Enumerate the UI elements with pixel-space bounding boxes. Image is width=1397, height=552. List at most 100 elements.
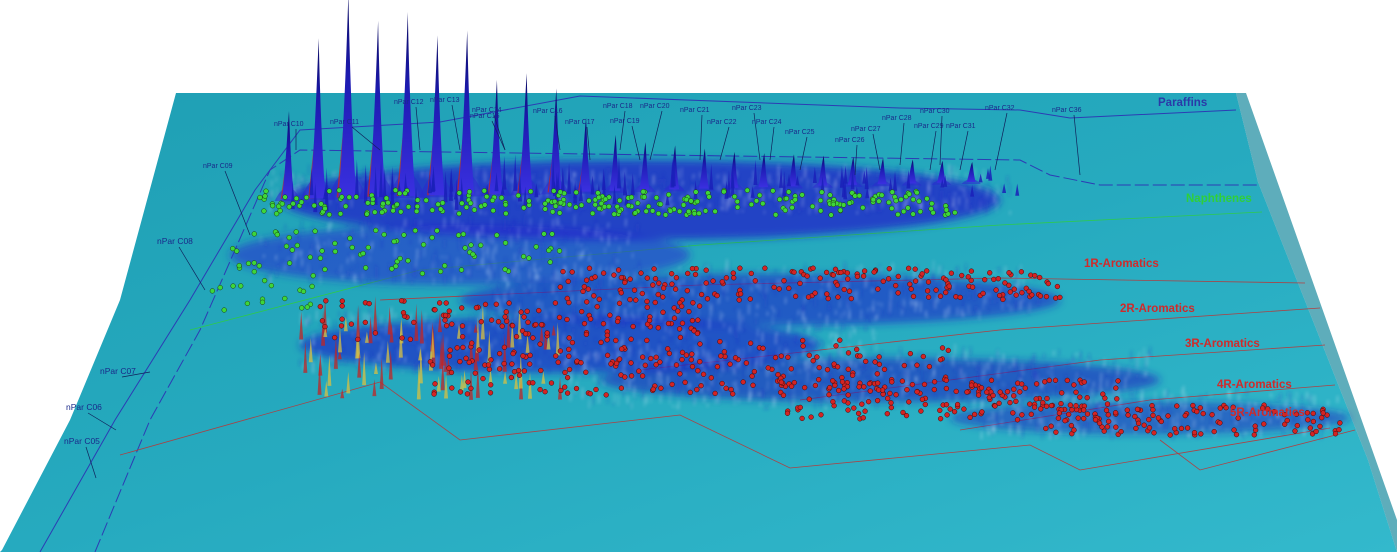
aromatic-marker bbox=[743, 360, 750, 366]
naphthene-marker bbox=[419, 270, 426, 277]
aromatic-marker bbox=[980, 290, 986, 297]
label-npar-c19: nPar C19 bbox=[610, 118, 641, 161]
aromatic-marker bbox=[993, 287, 999, 293]
aromatic-marker bbox=[618, 274, 625, 281]
aromatic-marker bbox=[496, 366, 503, 372]
region-labels: Paraffins Naphthenes 1R-Aromatics 2R-Aro… bbox=[1084, 97, 1305, 419]
naphthene-marker bbox=[251, 269, 257, 275]
aromatic-marker bbox=[657, 359, 663, 365]
label-leader bbox=[939, 115, 943, 166]
aromatic-marker bbox=[583, 277, 590, 283]
aromatic-spike bbox=[546, 332, 551, 350]
aromatic-marker bbox=[885, 395, 891, 402]
aromatic-marker bbox=[926, 363, 933, 370]
aromatic-marker bbox=[464, 391, 471, 397]
naphthene-marker bbox=[860, 205, 866, 211]
aromatic-marker bbox=[914, 389, 920, 395]
naphthene-marker bbox=[616, 208, 623, 214]
aromatic-marker bbox=[904, 387, 910, 393]
aromatic-marker bbox=[1017, 389, 1023, 395]
aromatic-marker bbox=[943, 402, 950, 408]
aromatic-marker bbox=[594, 304, 600, 310]
aromatic-marker bbox=[830, 378, 836, 384]
aromatic-marker bbox=[1092, 417, 1099, 423]
aromatic-marker bbox=[513, 333, 520, 340]
aromatic-marker bbox=[1071, 382, 1077, 388]
aromatic-marker bbox=[1084, 395, 1090, 401]
label-leader bbox=[451, 104, 461, 151]
aromatic-marker bbox=[506, 300, 512, 306]
aromatic-marker bbox=[566, 299, 572, 306]
label-leader bbox=[799, 136, 808, 171]
aromatic-marker bbox=[968, 382, 975, 388]
label-leader bbox=[178, 246, 206, 291]
naphthene-marker bbox=[696, 210, 702, 217]
aromatic-marker bbox=[656, 280, 662, 286]
minor-peak bbox=[560, 167, 565, 193]
aromatic-marker bbox=[446, 353, 453, 359]
naphthene-marker bbox=[886, 199, 892, 206]
aromatic-spike bbox=[551, 324, 556, 336]
label-text: nPar C13 bbox=[430, 97, 460, 104]
peak-spike bbox=[458, 30, 475, 195]
aromatic-marker bbox=[689, 317, 696, 324]
naphthene-marker bbox=[694, 198, 700, 205]
aromatic-marker bbox=[671, 305, 677, 311]
aromatic-marker bbox=[1230, 404, 1236, 410]
minor-peak bbox=[970, 184, 975, 197]
naphthene-marker bbox=[906, 191, 912, 197]
aromatic-marker bbox=[696, 303, 703, 309]
aromatic-marker bbox=[861, 384, 867, 390]
aromatic-spike bbox=[337, 327, 342, 353]
aromatic-marker bbox=[1073, 403, 1079, 409]
naphthene-marker bbox=[494, 232, 500, 238]
naphthene-marker bbox=[680, 202, 687, 208]
aromatic-marker bbox=[616, 300, 623, 306]
aromatic-marker bbox=[398, 298, 405, 304]
aromatic-marker bbox=[548, 380, 555, 386]
aromatic-marker bbox=[710, 278, 716, 284]
label-npar-c27: nPar C27 bbox=[851, 126, 881, 171]
naphthene-marker bbox=[688, 198, 694, 204]
aromatic-marker bbox=[925, 279, 932, 285]
aromatic-marker bbox=[615, 267, 622, 273]
naphthene-marker bbox=[641, 194, 647, 200]
aromatic-marker bbox=[493, 301, 499, 307]
aromatic-marker bbox=[836, 387, 842, 394]
aromatic-spike bbox=[469, 369, 474, 400]
naphthene-marker bbox=[837, 207, 844, 213]
aromatic-marker bbox=[723, 385, 729, 391]
peak-spike bbox=[548, 88, 562, 193]
aromatic-marker bbox=[1310, 418, 1317, 425]
aromatic-spike bbox=[488, 368, 493, 385]
naphthene-marker bbox=[889, 205, 895, 212]
region-label-2r-aromatics: 2R-Aromatics bbox=[1120, 303, 1195, 315]
aromatic-spike bbox=[469, 338, 474, 361]
aromatic-marker bbox=[442, 312, 449, 318]
aromatic-marker bbox=[1002, 280, 1008, 286]
aromatic-marker bbox=[655, 325, 661, 331]
aromatic-marker bbox=[861, 268, 868, 274]
minor-peak bbox=[893, 171, 898, 191]
aromatic-marker bbox=[947, 406, 953, 412]
aromatic-marker bbox=[671, 315, 678, 321]
naphthene-marker bbox=[676, 208, 683, 215]
naphthene-marker bbox=[905, 205, 911, 211]
aromatic-marker bbox=[555, 359, 561, 365]
aromatic-marker bbox=[1124, 407, 1130, 413]
naphthene-marker bbox=[606, 203, 612, 210]
aromatic-marker bbox=[522, 331, 529, 337]
naphthene-marker bbox=[393, 263, 399, 269]
aromatic-spike bbox=[440, 357, 445, 391]
aromatic-spike bbox=[346, 371, 351, 394]
aromatic-marker bbox=[585, 286, 591, 292]
aromatic-marker bbox=[1019, 412, 1025, 418]
aromatic-marker bbox=[937, 416, 944, 422]
peak-spike bbox=[428, 35, 445, 196]
aromatic-marker bbox=[854, 273, 861, 280]
minor-peak bbox=[795, 175, 800, 186]
aromatic-spike bbox=[340, 388, 345, 399]
aromatic-marker bbox=[919, 396, 926, 403]
aromatic-spike bbox=[368, 316, 373, 344]
naphthene-marker bbox=[311, 202, 317, 209]
